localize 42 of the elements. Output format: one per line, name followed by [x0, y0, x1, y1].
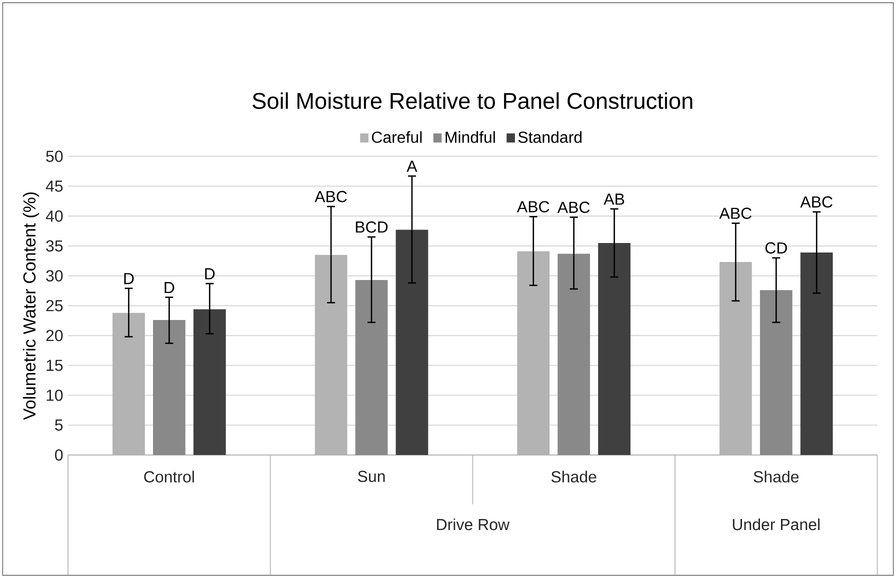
bar	[598, 242, 630, 455]
legend-label: Standard	[518, 131, 582, 143]
x-tick-label: Control	[144, 470, 194, 482]
annotation: ABC	[516, 201, 550, 212]
y-tick-label: 20	[46, 330, 63, 342]
annotation: BCD	[356, 221, 388, 233]
y-tick-label: 45	[46, 180, 63, 192]
bar	[355, 280, 388, 455]
annotation: D	[124, 273, 134, 284]
annotation: ABC	[719, 208, 752, 219]
annotation: ABC	[800, 196, 832, 208]
y-tick-label: 10	[46, 390, 63, 401]
x-tick-label: Sun	[358, 470, 385, 482]
annotation: ABC	[314, 190, 347, 202]
bar	[760, 290, 792, 455]
y-axis-title: Volumetric Water Content (%)	[22, 192, 40, 420]
bar	[558, 254, 590, 455]
y-tick-label: 15	[46, 360, 63, 371]
text: Drive Row	[437, 518, 510, 530]
y-tick-label: 30	[46, 270, 63, 282]
annotation: ABC	[557, 202, 590, 213]
bar	[152, 320, 186, 455]
annotation: D	[164, 282, 174, 294]
annotation: A	[406, 160, 418, 172]
y-tick-label: 0	[55, 449, 63, 461]
bar	[396, 230, 428, 455]
x-tick-label: Shade	[754, 470, 799, 482]
y-tick-label: 40	[46, 210, 63, 222]
annotation: D	[205, 268, 215, 280]
legend-label: Mindful	[446, 131, 495, 143]
y-tick-label: 35	[46, 240, 63, 252]
bar	[193, 309, 226, 455]
text: Under Panel	[732, 518, 820, 530]
chart-title: Soil Moisture Relative to Panel Construction	[252, 92, 692, 109]
annotation: AB	[604, 194, 624, 205]
y-tick-label: 5	[55, 420, 63, 431]
y-tick-label: 50	[46, 150, 63, 162]
legend-label: Careful	[372, 131, 422, 143]
y-tick-label: 25	[46, 300, 63, 312]
x-tick-label: Shade	[551, 470, 596, 482]
bar	[800, 252, 833, 455]
annotation: CD	[765, 242, 787, 254]
